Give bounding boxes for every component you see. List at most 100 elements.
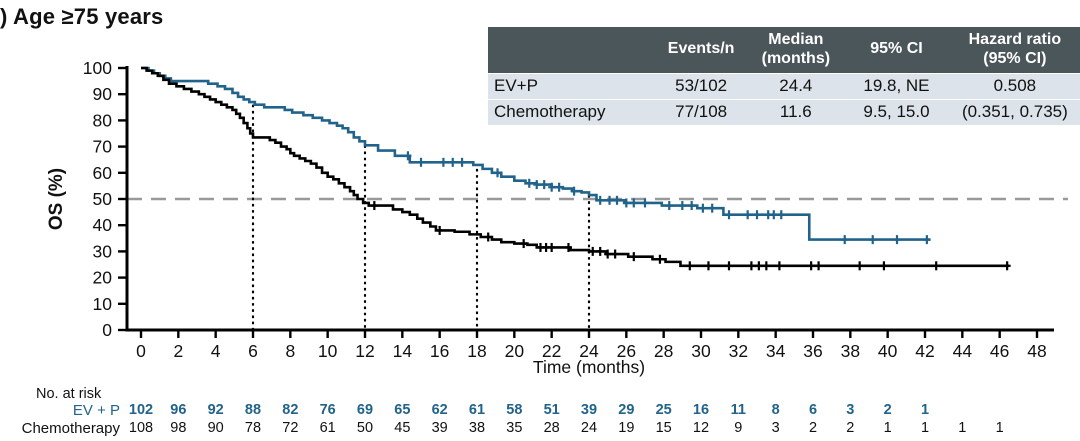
x-tick-label: 48 [1027, 341, 1046, 361]
risk-count-ev-p: 25 [656, 402, 672, 418]
table-row-chemotherapy: Chemotherapy 77/108 11.6 9.5, 15.0 (0.35… [488, 98, 1080, 125]
x-tick-label: 34 [766, 341, 786, 361]
risk-count-chemotherapy: 50 [357, 420, 373, 436]
y-tick-label: 90 [93, 84, 113, 104]
risk-count-chemotherapy: 61 [320, 420, 336, 436]
risk-row-label-chemotherapy: Chemotherapy [21, 420, 120, 437]
risk-count-ev-p: 82 [282, 402, 298, 418]
risk-count-ev-p: 11 [731, 402, 746, 418]
ci-value: 9.5, 15.0 [843, 98, 950, 125]
risk-count-ev-p: 6 [809, 402, 817, 418]
y-tick-label: 20 [93, 268, 113, 288]
risk-count-ev-p: 69 [357, 402, 373, 418]
x-tick-label: 46 [990, 341, 1009, 361]
x-tick-label: 22 [542, 341, 561, 361]
risk-count-ev-p: 39 [581, 402, 597, 418]
median-value: 11.6 [748, 98, 844, 125]
x-tick-label: 28 [654, 341, 673, 361]
summary-header-events: Events/n [653, 27, 749, 74]
risk-count-chemotherapy: 28 [544, 420, 560, 436]
y-tick-label: 100 [83, 58, 112, 78]
risk-count-ev-p: 102 [129, 402, 153, 418]
y-tick-label: 70 [93, 137, 113, 157]
x-tick-label: 32 [729, 341, 748, 361]
risk-count-chemotherapy: 1 [921, 420, 929, 436]
risk-count-chemotherapy: 35 [506, 420, 522, 436]
risk-count-ev-p: 2 [884, 402, 892, 418]
summary-header-ci: 95% CI [843, 27, 950, 74]
risk-count-ev-p: 3 [846, 402, 854, 418]
x-tick-label: 2 [173, 341, 183, 361]
risk-count-chemotherapy: 38 [469, 420, 485, 436]
risk-count-chemotherapy: 19 [618, 420, 634, 436]
x-tick-label: 24 [579, 341, 599, 361]
row-label: EV+P [488, 72, 654, 100]
risk-count-ev-p: 96 [170, 402, 186, 418]
x-tick-label: 16 [430, 341, 449, 361]
risk-count-chemotherapy: 3 [772, 420, 780, 436]
number-at-risk-header: No. at risk [36, 386, 102, 402]
x-tick-label: 42 [915, 341, 934, 361]
y-tick-label: 50 [93, 189, 113, 209]
risk-count-ev-p: 29 [618, 402, 634, 418]
y-tick-label: 30 [93, 241, 113, 261]
ci-value: 19.8, NE [843, 72, 950, 100]
y-tick-label: 40 [93, 215, 113, 235]
risk-row-label-evp: EV + P [72, 402, 120, 419]
km-curve-chemotherapy [141, 66, 1009, 268]
risk-count-chemotherapy: 45 [394, 420, 410, 436]
y-tick-label: 80 [93, 110, 113, 130]
events-n-value: 53/102 [653, 72, 749, 100]
risk-count-chemotherapy: 78 [245, 420, 261, 436]
risk-count-chemotherapy: 2 [809, 420, 817, 436]
x-tick-label: 38 [841, 341, 860, 361]
x-tick-label: 44 [953, 341, 973, 361]
y-tick-label: 0 [102, 320, 112, 340]
risk-count-chemotherapy: 2 [846, 420, 854, 436]
summary-table-header-row: Events/n Median (months) 95% CI Hazard r… [488, 27, 1080, 74]
risk-count-chemotherapy: 72 [282, 420, 298, 436]
median-value: 24.4 [748, 72, 844, 100]
risk-count-ev-p: 88 [245, 402, 261, 418]
y-tick-label: 60 [93, 163, 113, 183]
risk-count-chemotherapy: 90 [208, 420, 224, 436]
x-tick-label: 30 [691, 341, 711, 361]
hazard-ratio-ci-value: (0.351, 0.735) [949, 98, 1080, 125]
risk-count-ev-p: 62 [432, 402, 448, 418]
y-axis-title: OS (%) [46, 167, 67, 231]
risk-count-chemotherapy: 9 [734, 420, 742, 436]
table-row-evp: EV+P 53/102 24.4 19.8, NE 0.508 [488, 72, 1080, 100]
risk-count-ev-p: 8 [772, 402, 780, 418]
x-tick-label: 14 [393, 341, 413, 361]
x-axis-title: Time (months) [532, 357, 646, 377]
risk-count-chemotherapy: 15 [656, 420, 672, 436]
risk-count-chemotherapy: 98 [170, 420, 186, 436]
risk-count-ev-p: 16 [693, 402, 709, 418]
risk-count-ev-p: 1 [921, 402, 929, 418]
risk-count-ev-p: 51 [544, 402, 560, 418]
km-curve-ev-p [141, 66, 931, 241]
risk-count-ev-p: 65 [394, 402, 410, 418]
risk-count-chemotherapy: 108 [129, 420, 153, 436]
x-tick-label: 20 [505, 341, 525, 361]
summary-header-hr: Hazard ratio (95% CI) [949, 27, 1080, 74]
x-tick-label: 40 [878, 341, 898, 361]
x-tick-label: 18 [467, 341, 486, 361]
summary-table: Events/n Median (months) 95% CI Hazard r… [488, 27, 1080, 125]
x-tick-label: 10 [318, 341, 338, 361]
risk-count-chemotherapy: 1 [996, 420, 1004, 436]
risk-count-ev-p: 76 [320, 402, 336, 418]
risk-count-chemotherapy: 24 [581, 420, 597, 436]
risk-count-ev-p: 61 [469, 402, 485, 418]
risk-count-chemotherapy: 12 [693, 420, 709, 436]
risk-count-ev-p: 58 [506, 402, 522, 418]
x-tick-label: 6 [248, 341, 258, 361]
x-tick-label: 26 [617, 341, 636, 361]
x-tick-label: 12 [355, 341, 374, 361]
row-label: Chemotherapy [488, 98, 654, 125]
risk-count-chemotherapy: 39 [432, 420, 448, 436]
events-n-value: 77/108 [653, 98, 749, 125]
x-tick-label: 36 [803, 341, 822, 361]
summary-header-blank [488, 27, 654, 74]
